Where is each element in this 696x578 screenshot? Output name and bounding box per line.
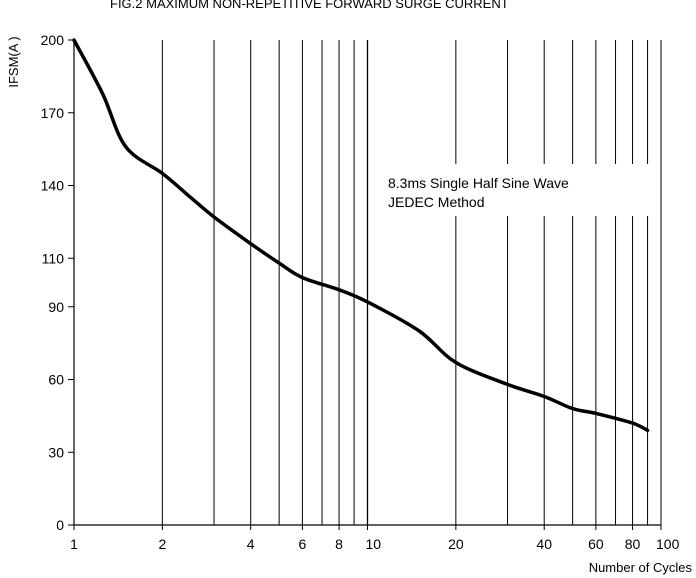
annotation-block: 8.3ms Single Half Sine Wave JEDEC Method <box>382 164 652 216</box>
y-tick-label: 200 <box>41 32 65 48</box>
x-tick-label: 20 <box>448 536 464 552</box>
grid-lines <box>68 39 662 530</box>
y-tick-label: 60 <box>48 372 64 388</box>
x-tick-label: 1 <box>70 536 78 552</box>
x-tick-label: 60 <box>588 536 604 552</box>
annotation-line-2: JEDEC Method <box>388 194 484 210</box>
x-axis-label: Number of Cycles <box>589 560 693 575</box>
x-tick-label: 6 <box>298 536 306 552</box>
y-tick-label: 110 <box>42 250 65 266</box>
y-tick-label: 140 <box>41 178 65 194</box>
x-tick-label: 40 <box>536 536 552 552</box>
annotation-line-1: 8.3ms Single Half Sine Wave <box>388 175 569 191</box>
x-tick-label: 100 <box>656 536 680 552</box>
x-tick-label: 2 <box>158 536 166 552</box>
y-tick-label: 90 <box>48 299 64 315</box>
x-tick-label: 8 <box>335 536 343 552</box>
x-tick-label: 80 <box>625 536 641 552</box>
surge-current-curve <box>72 38 650 433</box>
x-tick-label: 4 <box>247 536 255 552</box>
y-axis-label: IFSM(A ) <box>6 36 21 87</box>
x-tick-label: 10 <box>366 536 382 552</box>
y-tick-label: 0 <box>56 517 64 533</box>
annotation-background <box>382 164 652 216</box>
y-tick-label: 170 <box>41 105 65 121</box>
tick-labels: 0 30 60 90 110 140 170 200 1 2 4 6 8 10 20 40 60 80 100 <box>41 32 680 552</box>
chart-title: FIG.2 MAXIMUM NON-REPETITIVE FORWARD SUR… <box>110 0 509 11</box>
y-tick-label: 30 <box>48 444 64 460</box>
